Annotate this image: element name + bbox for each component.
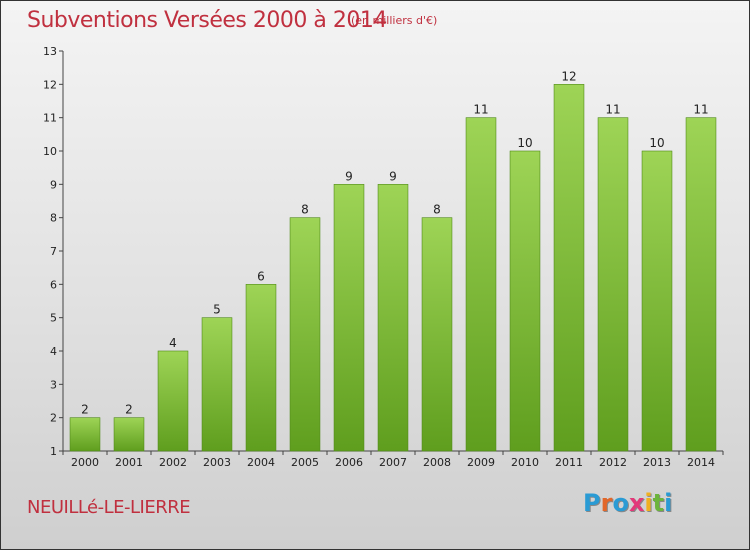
y-tick-label: 4 bbox=[50, 345, 57, 358]
bar bbox=[157, 350, 189, 452]
x-tick-label: 2000 bbox=[71, 456, 99, 469]
logo-letter: r bbox=[600, 489, 613, 517]
data-label: 12 bbox=[561, 69, 576, 83]
x-tick-label: 2009 bbox=[467, 456, 495, 469]
data-label: 8 bbox=[433, 203, 441, 217]
data-label: 11 bbox=[605, 103, 620, 117]
y-tick-label: 10 bbox=[43, 145, 57, 158]
data-label: 8 bbox=[301, 203, 309, 217]
logo-letter: t bbox=[652, 489, 665, 517]
bar bbox=[113, 417, 145, 452]
data-label: 2 bbox=[125, 403, 133, 417]
y-tick-label: 7 bbox=[50, 245, 57, 258]
bar bbox=[377, 184, 409, 452]
logo-letter: P bbox=[583, 489, 601, 517]
x-tick-label: 2001 bbox=[115, 456, 143, 469]
bar bbox=[201, 317, 233, 452]
bar bbox=[69, 417, 101, 452]
y-tick-label: 8 bbox=[50, 212, 57, 225]
y-tick-label: 5 bbox=[50, 312, 57, 325]
logo-letter: x bbox=[628, 489, 645, 517]
logo-letter: i bbox=[644, 489, 653, 517]
bar bbox=[421, 217, 453, 452]
data-label: 10 bbox=[517, 136, 532, 150]
data-label: 9 bbox=[345, 169, 353, 183]
bar bbox=[333, 184, 365, 452]
y-tick-label: 1 bbox=[50, 445, 57, 458]
y-tick-label: 9 bbox=[50, 178, 57, 191]
data-label: 2 bbox=[81, 403, 89, 417]
y-tick-label: 6 bbox=[50, 278, 57, 291]
bar bbox=[465, 117, 497, 452]
x-tick-label: 2010 bbox=[511, 456, 539, 469]
x-tick-label: 2004 bbox=[247, 456, 275, 469]
x-tick-label: 2003 bbox=[203, 456, 231, 469]
proxiti-logo[interactable]: Proxiti bbox=[583, 489, 672, 517]
y-tick-label: 12 bbox=[43, 78, 57, 91]
bar bbox=[641, 150, 673, 452]
y-tick-label: 13 bbox=[43, 45, 57, 58]
data-label: 10 bbox=[649, 136, 664, 150]
x-tick-label: 2011 bbox=[555, 456, 583, 469]
data-label: 11 bbox=[473, 103, 488, 117]
x-tick-label: 2005 bbox=[291, 456, 319, 469]
y-tick-label: 2 bbox=[50, 412, 57, 425]
x-tick-label: 2013 bbox=[643, 456, 671, 469]
bar bbox=[509, 150, 541, 452]
bar-group: 2 2 4 5 6 8 9 9 8 11 10 12 11 10 11 bbox=[69, 69, 717, 452]
x-tick-label: 2012 bbox=[599, 456, 627, 469]
data-label: 5 bbox=[213, 303, 221, 317]
data-label: 11 bbox=[693, 103, 708, 117]
bar bbox=[597, 117, 629, 452]
data-label: 4 bbox=[169, 336, 177, 350]
bar bbox=[245, 284, 277, 452]
bar bbox=[553, 84, 585, 452]
logo-letter: o bbox=[612, 489, 629, 517]
bar bbox=[685, 117, 717, 452]
x-tick-label: 2014 bbox=[687, 456, 715, 469]
x-tick-label: 2002 bbox=[159, 456, 187, 469]
y-tick-label: 11 bbox=[43, 112, 57, 125]
x-tick-label: 2008 bbox=[423, 456, 451, 469]
town-name: NEUILLé-LE-LIERRE bbox=[27, 497, 191, 518]
bar bbox=[289, 217, 321, 452]
chart-title: Subventions Versées 2000 à 2014 bbox=[27, 8, 387, 33]
data-label: 9 bbox=[389, 169, 397, 183]
chart-subtitle: (en milliers d'€) bbox=[351, 14, 438, 27]
x-tick-label: 2006 bbox=[335, 456, 363, 469]
x-tick-label: 2007 bbox=[379, 456, 407, 469]
logo-letter: i bbox=[664, 489, 673, 517]
data-label: 6 bbox=[257, 269, 265, 283]
y-tick-label: 3 bbox=[50, 378, 57, 391]
